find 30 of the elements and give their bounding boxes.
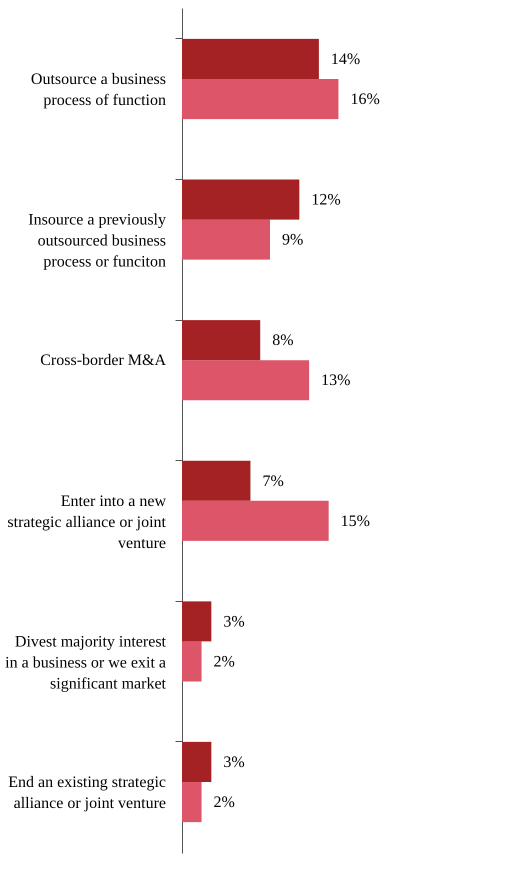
data-label: 3% — [223, 613, 245, 630]
data-label: 3% — [223, 754, 245, 771]
y-tick-label: Outsource a business process of function — [30, 71, 166, 109]
bar — [182, 782, 202, 822]
bar — [182, 79, 338, 120]
y-tick-label: Enter into a new strategic alliance or joint venture — [7, 492, 167, 552]
bar — [182, 601, 212, 642]
bar — [182, 220, 270, 260]
bar — [182, 320, 260, 360]
y-tick-label: Divest majority interest in a business or we exit a significant market — [5, 633, 167, 692]
data-label: 2% — [214, 794, 235, 812]
data-label: 14% — [330, 50, 360, 68]
data-label: 2% — [214, 653, 235, 670]
bar — [182, 641, 202, 682]
y-tick-label: Cross-border M&A — [40, 352, 166, 370]
bar — [182, 742, 212, 782]
bar — [182, 360, 310, 400]
y-tick-label: End an existing strategic alliance or joint venture — [8, 774, 166, 812]
data-label: 9% — [282, 232, 304, 249]
bar — [182, 460, 250, 501]
data-label: 15% — [340, 512, 370, 530]
bar — [182, 500, 329, 541]
data-label: 8% — [272, 332, 294, 350]
y-tick-label: Insource a previously outsourced business process or funciton — [28, 212, 166, 271]
data-label: 7% — [262, 472, 284, 490]
bar — [182, 38, 319, 79]
data-label: 16% — [350, 91, 380, 108]
bar — [182, 180, 300, 220]
data-label: 12% — [311, 192, 341, 209]
data-label: 13% — [321, 372, 350, 390]
